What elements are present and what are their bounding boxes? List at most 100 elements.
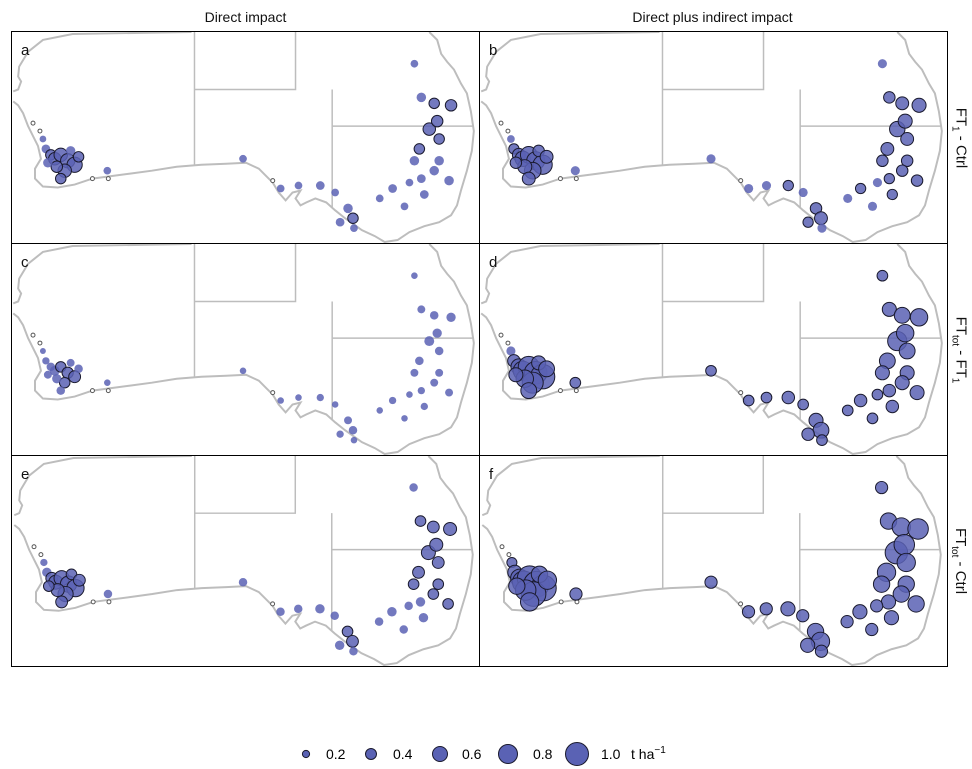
site-point (105, 388, 111, 394)
site-point (569, 376, 582, 389)
site-point (427, 588, 440, 600)
site-point (738, 390, 744, 396)
site-point (330, 611, 339, 620)
site-point (874, 480, 889, 495)
panel-letter-e: e (21, 466, 30, 483)
site-point (430, 114, 444, 128)
legend-label-1: 0.4 (393, 746, 413, 762)
site-point (55, 595, 69, 609)
state-borders (193, 456, 473, 632)
site-point (334, 640, 345, 651)
site-point (89, 176, 95, 182)
site-point (415, 597, 426, 607)
site-point (801, 427, 815, 441)
site-point (558, 599, 564, 605)
site-point (432, 328, 442, 338)
site-point (814, 644, 829, 658)
legend-label-4: 1.0 (601, 746, 621, 762)
site-point (413, 143, 426, 155)
site-point (506, 552, 512, 558)
site-point (781, 390, 796, 405)
site-point (30, 120, 36, 126)
state-borders (193, 32, 474, 209)
site-point (508, 367, 524, 383)
site-point (407, 578, 420, 590)
site-point (557, 388, 563, 394)
site-point (797, 398, 809, 411)
site-point (505, 340, 511, 346)
site-point (90, 599, 96, 605)
site-point (573, 176, 579, 182)
legend-label-3: 0.8 (533, 746, 553, 762)
site-point (866, 412, 879, 425)
site-point (418, 612, 429, 623)
site-point (895, 164, 909, 177)
map-b (480, 32, 943, 243)
coastline (12, 244, 475, 455)
site-point (387, 607, 397, 617)
panel-d: d (479, 243, 948, 456)
site-point (388, 184, 397, 193)
site-point (295, 394, 302, 401)
site-point (883, 91, 896, 104)
site-point (434, 346, 444, 356)
site-point (341, 625, 354, 638)
legend-label-2: 0.6 (462, 746, 482, 762)
site-point (72, 573, 86, 587)
site-point (400, 202, 409, 211)
site-point (422, 122, 436, 136)
coastline (13, 456, 474, 666)
site-point (509, 156, 523, 170)
coastline (480, 244, 943, 455)
site-point (294, 604, 303, 614)
site-point (444, 175, 454, 186)
site-point (508, 577, 526, 595)
site-point (39, 135, 47, 143)
site-point (348, 425, 358, 435)
site-point (498, 332, 504, 338)
site-point (103, 589, 113, 599)
site-point (796, 609, 810, 623)
site-point (506, 346, 516, 356)
site-point (539, 149, 554, 164)
site-point (893, 533, 916, 556)
site-point (435, 368, 444, 377)
site-point (814, 211, 828, 226)
site-point (432, 578, 445, 590)
site-point (50, 160, 64, 173)
site-point (346, 634, 359, 648)
size-legend-svg: 0.2 0.4 0.6 0.8 1.0 t ha−1 (301, 742, 666, 766)
panel-b: b (479, 31, 948, 244)
site-point (505, 128, 511, 134)
panel-e: e (11, 455, 480, 667)
site-point (103, 166, 112, 175)
site-point (872, 575, 891, 593)
legend-symbol-3 (498, 744, 518, 764)
coastline (480, 32, 943, 243)
site-point (106, 599, 112, 605)
site-point (738, 601, 744, 607)
site-point (409, 156, 420, 166)
site-point (315, 604, 325, 614)
row-label-3: FTtot - Ctrl (949, 527, 970, 595)
site-point (898, 342, 916, 360)
site-point (270, 178, 276, 184)
site-point (909, 308, 929, 327)
map-d (480, 244, 943, 455)
site-point (335, 217, 345, 227)
map-c (12, 244, 475, 455)
legend-symbol-4 (565, 742, 589, 766)
site-point (411, 272, 418, 279)
site-point (430, 378, 439, 387)
site-point (854, 182, 867, 195)
site-point (883, 610, 900, 626)
legend-unit: t ha−1 (631, 745, 666, 762)
legend-symbol-2 (432, 746, 448, 762)
site-point (883, 172, 895, 185)
site-point (433, 133, 445, 145)
column-title-direct-indirect: Direct plus indirect impact (632, 9, 793, 25)
site-point (882, 383, 897, 398)
site-point (895, 96, 910, 111)
site-point (410, 59, 419, 68)
site-point (55, 172, 67, 185)
